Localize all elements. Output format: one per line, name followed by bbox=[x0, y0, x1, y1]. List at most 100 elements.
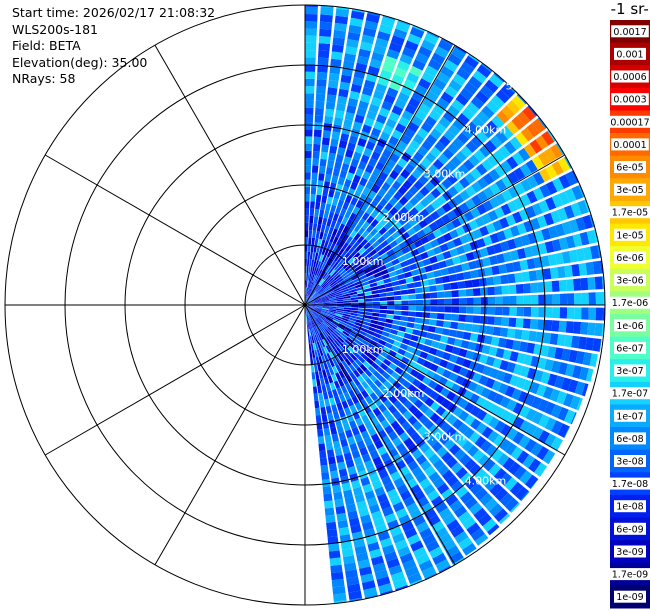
range-gate bbox=[324, 248, 330, 257]
range-gate bbox=[357, 258, 366, 265]
range-gate bbox=[437, 342, 447, 351]
range-gate bbox=[307, 314, 311, 322]
range-gate bbox=[493, 434, 506, 448]
range-gate bbox=[425, 90, 439, 103]
range-gate bbox=[398, 405, 408, 415]
range-gate bbox=[308, 237, 312, 245]
range-gate bbox=[366, 224, 375, 233]
range-gate bbox=[359, 446, 369, 457]
range-gate bbox=[373, 272, 382, 278]
range-gate bbox=[336, 278, 344, 284]
range-gate bbox=[521, 271, 530, 282]
range-gate bbox=[322, 321, 329, 328]
range-gate bbox=[491, 448, 504, 462]
range-gate bbox=[442, 148, 455, 160]
range-gate bbox=[312, 158, 320, 166]
range-gate bbox=[343, 178, 352, 188]
range-gate bbox=[455, 356, 465, 366]
range-gate bbox=[333, 190, 341, 200]
range-gate bbox=[482, 518, 497, 532]
range-gate bbox=[346, 576, 360, 586]
range-gate bbox=[358, 247, 366, 255]
range-gate bbox=[409, 139, 421, 151]
range-gate bbox=[427, 58, 442, 71]
range-gate bbox=[419, 351, 429, 360]
range-gate bbox=[493, 243, 503, 254]
range-gate bbox=[375, 462, 386, 473]
range-gate bbox=[523, 246, 534, 258]
range-gate bbox=[444, 306, 452, 313]
range-gate bbox=[506, 238, 517, 250]
range-gate bbox=[516, 450, 530, 465]
colorbar-tick-label: 6e-09 bbox=[616, 524, 643, 535]
range-gate bbox=[308, 288, 312, 296]
range-gate bbox=[365, 377, 374, 386]
range-gate bbox=[369, 282, 378, 288]
range-gate bbox=[372, 407, 382, 417]
range-gate bbox=[393, 295, 402, 301]
range-gate bbox=[353, 190, 362, 200]
range-gate bbox=[549, 388, 561, 402]
range-gate bbox=[318, 348, 324, 356]
range-gate bbox=[330, 426, 338, 435]
range-gate bbox=[312, 293, 319, 299]
range-gate bbox=[325, 287, 333, 293]
range-gate bbox=[445, 426, 457, 438]
nrays-value: NRays: 58 bbox=[12, 71, 76, 86]
range-gate bbox=[364, 420, 374, 430]
range-gate bbox=[526, 175, 539, 189]
range-gate bbox=[516, 377, 527, 389]
range-gate bbox=[414, 317, 423, 324]
range-gate bbox=[359, 131, 370, 141]
range-gate bbox=[520, 127, 534, 142]
range-gate bbox=[338, 362, 345, 371]
range-gate bbox=[326, 336, 332, 344]
range-gate bbox=[327, 456, 336, 465]
ray bbox=[308, 305, 605, 321]
range-gate bbox=[551, 420, 563, 435]
range-gate bbox=[470, 418, 482, 431]
range-gate bbox=[449, 443, 461, 456]
range-gate bbox=[342, 201, 350, 210]
range-gate bbox=[343, 489, 353, 499]
range-gate bbox=[445, 361, 456, 371]
range-gate bbox=[374, 256, 383, 264]
range-gate bbox=[480, 306, 488, 315]
range-gate bbox=[305, 295, 309, 303]
range-gate bbox=[315, 305, 323, 307]
azimuth-spoke bbox=[44, 304, 306, 456]
range-gate bbox=[440, 91, 454, 104]
range-gate bbox=[470, 135, 484, 149]
range-gate bbox=[404, 566, 420, 578]
range-gate bbox=[398, 216, 408, 226]
range-gate bbox=[347, 142, 356, 152]
range-gate bbox=[496, 110, 510, 124]
range-gate bbox=[372, 167, 382, 178]
range-gate bbox=[509, 502, 521, 513]
range-gate bbox=[379, 350, 389, 358]
range-gate bbox=[324, 174, 332, 183]
range-gate bbox=[418, 414, 429, 425]
range-gate bbox=[432, 552, 447, 566]
range-gate bbox=[458, 536, 473, 550]
range-gate bbox=[410, 233, 420, 242]
range-gate bbox=[321, 322, 328, 329]
colorbar-label-bg bbox=[614, 590, 646, 603]
range-gate bbox=[416, 372, 426, 382]
range-gate bbox=[403, 271, 413, 278]
range-gate bbox=[374, 397, 383, 407]
range-gate bbox=[388, 42, 403, 53]
range-gate bbox=[410, 248, 420, 257]
range-gate bbox=[365, 302, 373, 305]
range-gate bbox=[317, 287, 324, 294]
range-gate bbox=[568, 249, 579, 263]
range-gate bbox=[455, 467, 468, 480]
range-gate bbox=[305, 230, 309, 238]
range-gate bbox=[349, 404, 358, 414]
range-gate bbox=[305, 294, 308, 303]
range-gate bbox=[393, 290, 402, 296]
range-gate bbox=[376, 138, 387, 148]
range-gate bbox=[313, 327, 318, 335]
range-gate bbox=[337, 461, 346, 471]
range-gate bbox=[391, 324, 400, 331]
